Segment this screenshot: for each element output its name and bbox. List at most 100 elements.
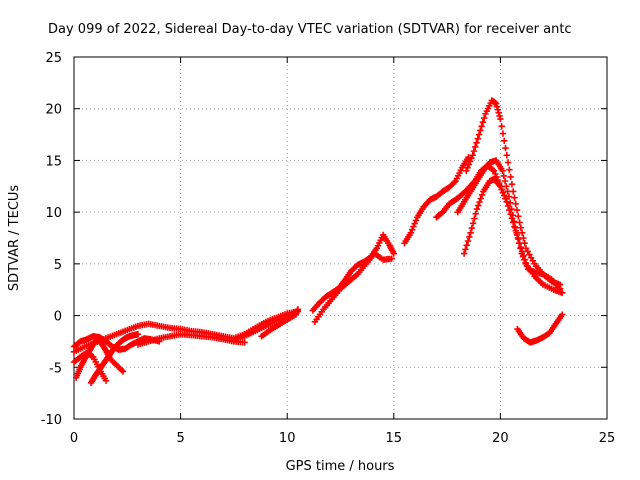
data-point — [463, 242, 470, 249]
data-point — [407, 229, 415, 237]
data-point — [134, 330, 142, 338]
x-tick-label: 10 — [279, 431, 296, 446]
data-point — [479, 118, 487, 126]
series-track-4 — [87, 330, 142, 386]
series-track-9 — [309, 231, 397, 314]
series-track-11 — [401, 154, 472, 247]
data-point — [473, 139, 480, 147]
x-tick-label: 15 — [386, 431, 403, 446]
data-point — [508, 205, 515, 213]
series-track-14 — [463, 97, 564, 288]
series-track-5 — [70, 349, 110, 384]
y-tick-label: 10 — [45, 206, 62, 221]
data-point — [410, 223, 417, 230]
y-tick-label: -5 — [49, 361, 62, 376]
data-point — [512, 224, 519, 231]
data-point — [500, 172, 508, 180]
data-point — [241, 339, 248, 346]
data-point — [465, 154, 472, 161]
data-point — [523, 262, 531, 270]
chart-title: Day 099 of 2022, Sidereal Day-to-day VTE… — [48, 22, 572, 37]
x-tick-label: 20 — [492, 431, 509, 446]
data-point — [468, 155, 475, 162]
data-point — [102, 377, 110, 384]
plot-frame — [73, 56, 608, 420]
data-point — [559, 289, 566, 297]
series-track-3 — [72, 336, 127, 381]
data-point — [502, 195, 509, 202]
data-point — [463, 167, 470, 174]
data-point — [497, 115, 504, 123]
data-point — [497, 183, 504, 190]
data-point — [490, 167, 498, 174]
data-point — [467, 229, 474, 237]
data-point — [477, 195, 484, 202]
data-point — [496, 112, 503, 120]
data-point — [506, 166, 513, 173]
axis-ticks: 0 5 10 15 20 25 -10 -5 0 5 10 15 20 25 — [41, 51, 616, 446]
data-point — [501, 192, 508, 199]
data-point — [519, 253, 527, 260]
data-point — [468, 224, 476, 232]
data-point — [504, 159, 512, 166]
data-point — [499, 167, 506, 174]
data-point — [294, 306, 302, 313]
data-point — [460, 250, 468, 257]
data-point — [411, 220, 418, 227]
data-point — [477, 127, 484, 134]
data-point — [469, 220, 477, 227]
data-point — [516, 219, 523, 226]
series-track-15 — [454, 157, 564, 292]
data-point — [498, 123, 505, 130]
data-point — [522, 259, 529, 267]
data-point — [473, 205, 481, 213]
data-point — [451, 179, 458, 186]
data-point — [469, 152, 476, 159]
data-point — [464, 164, 471, 171]
data-point — [478, 191, 486, 199]
data-point — [517, 224, 525, 231]
data-point — [511, 194, 518, 201]
y-tick-label: 20 — [45, 103, 62, 118]
x-axis-label: GPS time / hours — [286, 459, 395, 474]
data-point — [501, 137, 508, 144]
data-point — [388, 255, 395, 262]
data-point — [510, 218, 518, 225]
data-point — [489, 166, 496, 173]
data-point — [521, 239, 528, 247]
data-point — [492, 100, 500, 107]
data-point — [517, 245, 524, 252]
data-point — [505, 193, 513, 200]
data-point — [474, 135, 482, 142]
x-tick-label: 5 — [176, 431, 184, 446]
data-point — [502, 144, 509, 152]
data-point — [475, 131, 483, 138]
data-point — [466, 158, 474, 165]
data-point — [520, 234, 527, 242]
data-point — [466, 233, 473, 241]
data-point — [515, 213, 522, 220]
data-point — [472, 210, 479, 217]
data-point — [478, 123, 485, 130]
data-point — [412, 217, 420, 224]
grid — [74, 57, 607, 419]
data-point — [472, 143, 479, 151]
data-point — [509, 188, 517, 195]
data-point — [512, 200, 519, 208]
series-track-16 — [514, 311, 566, 346]
data-point — [518, 229, 526, 237]
data-point — [503, 198, 510, 205]
data-point — [492, 170, 499, 178]
data-point — [493, 103, 501, 110]
data-points — [70, 97, 566, 386]
y-tick-label: 15 — [45, 154, 62, 169]
series-track-8 — [258, 306, 302, 340]
data-point — [462, 246, 469, 253]
data-point — [509, 212, 516, 219]
series-track-10 — [311, 250, 395, 325]
y-tick-label: 0 — [54, 310, 62, 325]
data-point — [503, 183, 510, 190]
data-point — [499, 189, 507, 196]
data-point — [495, 109, 502, 117]
x-tick-label: 25 — [599, 431, 616, 446]
